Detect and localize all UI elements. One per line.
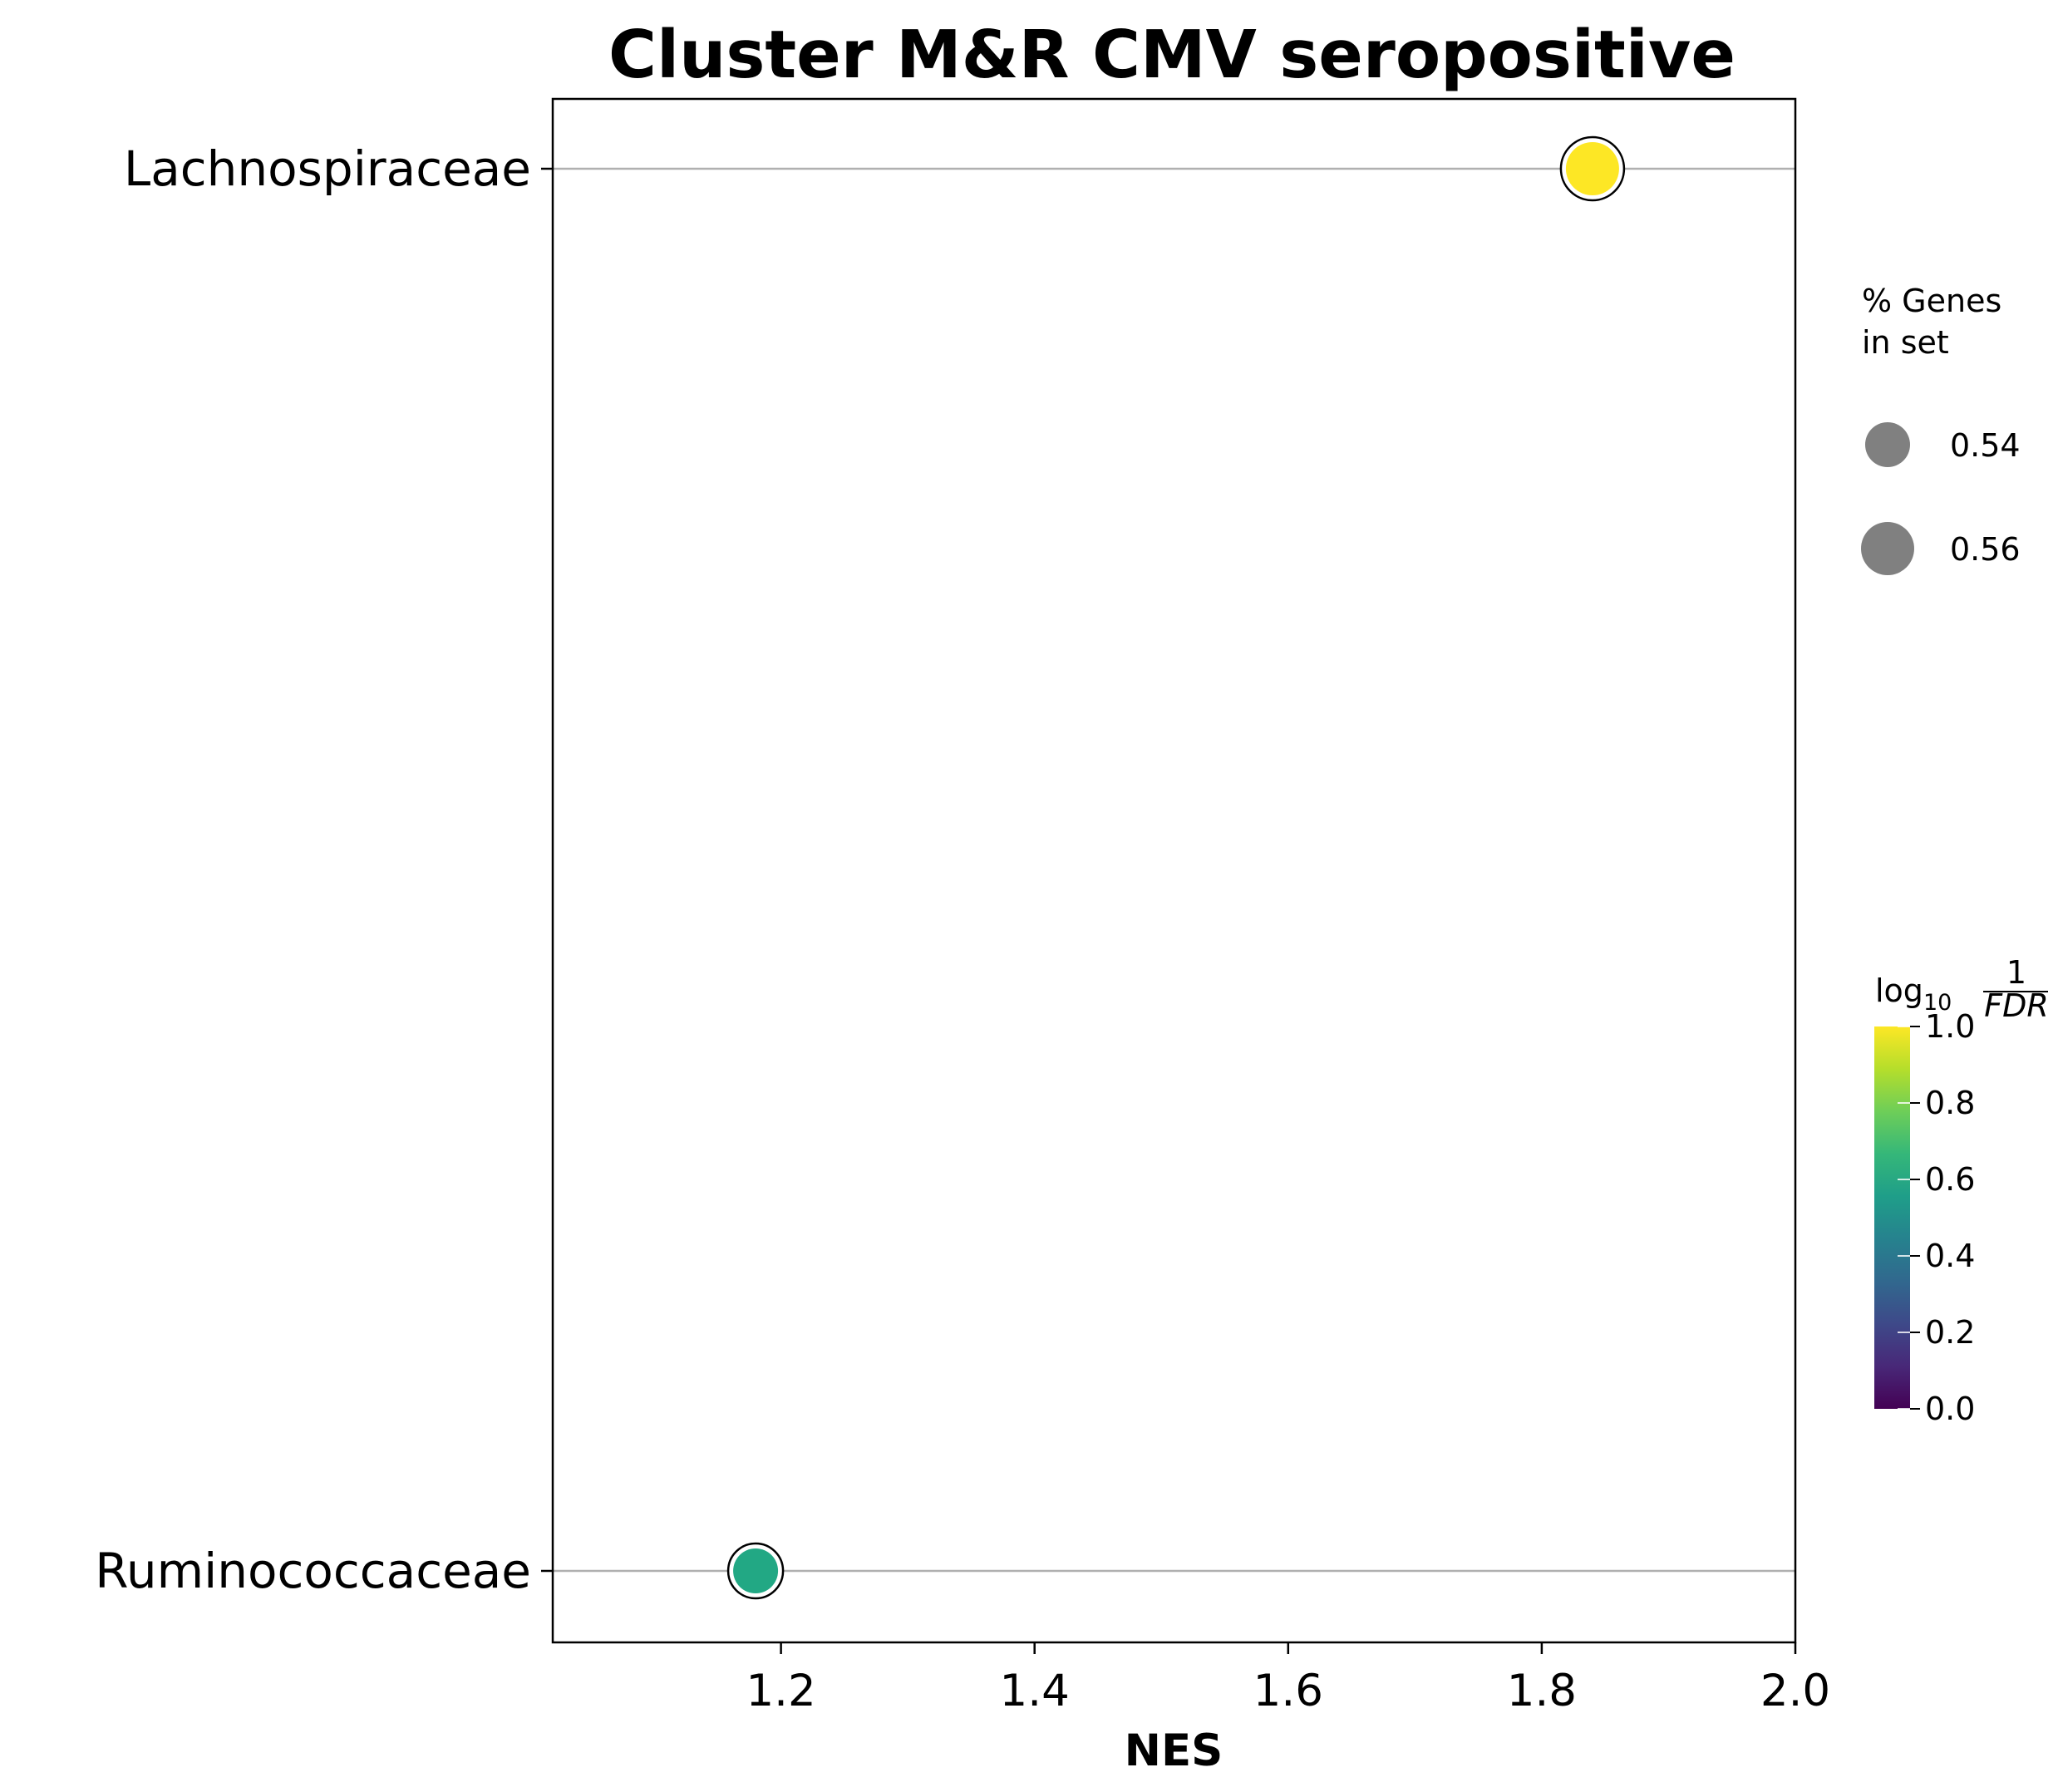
- size-legend-marker: [1865, 422, 1910, 467]
- size-legend: % Genes in set 0.54 0.56: [1861, 283, 2021, 575]
- colorbar-gradient: [1874, 1026, 1910, 1409]
- colorbar-title-log: log: [1875, 972, 1923, 1009]
- point-ruminococcaceae: [726, 1542, 785, 1600]
- gridlines: [553, 167, 1795, 1573]
- data-points: [726, 135, 1626, 1600]
- size-legend-title-line-2: in set: [1862, 324, 1949, 361]
- x-tick-label: 1.6: [1253, 1666, 1323, 1716]
- size-legend-label: 0.54: [1950, 427, 2021, 464]
- point-lachnospiraceae: [1559, 135, 1626, 202]
- y-tick-label-lachnospiraceae: Lachnospiraceae: [124, 140, 531, 197]
- colorbar-tick-label: 1.0: [1925, 1008, 1975, 1045]
- x-tick-label: 2.0: [1760, 1666, 1830, 1716]
- y-axis: Lachnospiraceae Ruminococcaceae: [95, 140, 553, 1599]
- y-tick-label-ruminococcaceae: Ruminococcaceae: [95, 1543, 531, 1599]
- x-axis: 1.2 1.4 1.6 1.8 2.0: [746, 1642, 1830, 1716]
- point-marker: [1565, 142, 1619, 195]
- colorbar: log10 1 FDR 0.0 0.2 0.4 0.6 0.8 1.0: [1874, 954, 2049, 1427]
- plot-area: [551, 97, 1797, 1644]
- colorbar-title-numerator: 1: [2006, 954, 2026, 991]
- size-legend-label: 0.56: [1950, 531, 2021, 568]
- colorbar-title-subscript: 10: [1923, 990, 1952, 1016]
- colorbar-tick-label: 0.4: [1925, 1238, 1975, 1274]
- size-legend-title-line-1: % Genes: [1862, 283, 2001, 319]
- colorbar-tick-label: 0.2: [1925, 1314, 1975, 1351]
- x-axis-label: NES: [1125, 1726, 1223, 1776]
- x-tick-label: 1.2: [746, 1666, 815, 1716]
- x-tick-label: 1.8: [1507, 1666, 1577, 1716]
- size-legend-marker: [1861, 522, 1914, 575]
- point-marker: [733, 1548, 779, 1593]
- colorbar-title: log10: [1875, 972, 1952, 1016]
- chart-title: Cluster M&R CMV seropositive: [608, 17, 1736, 93]
- colorbar-title-denominator: FDR: [1984, 987, 2049, 1024]
- x-tick-label: 1.4: [1000, 1666, 1070, 1716]
- colorbar-tick-label: 0.0: [1925, 1391, 1975, 1427]
- colorbar-tick-label: 0.6: [1925, 1161, 1975, 1198]
- colorbar-tick-label: 0.8: [1925, 1085, 1975, 1121]
